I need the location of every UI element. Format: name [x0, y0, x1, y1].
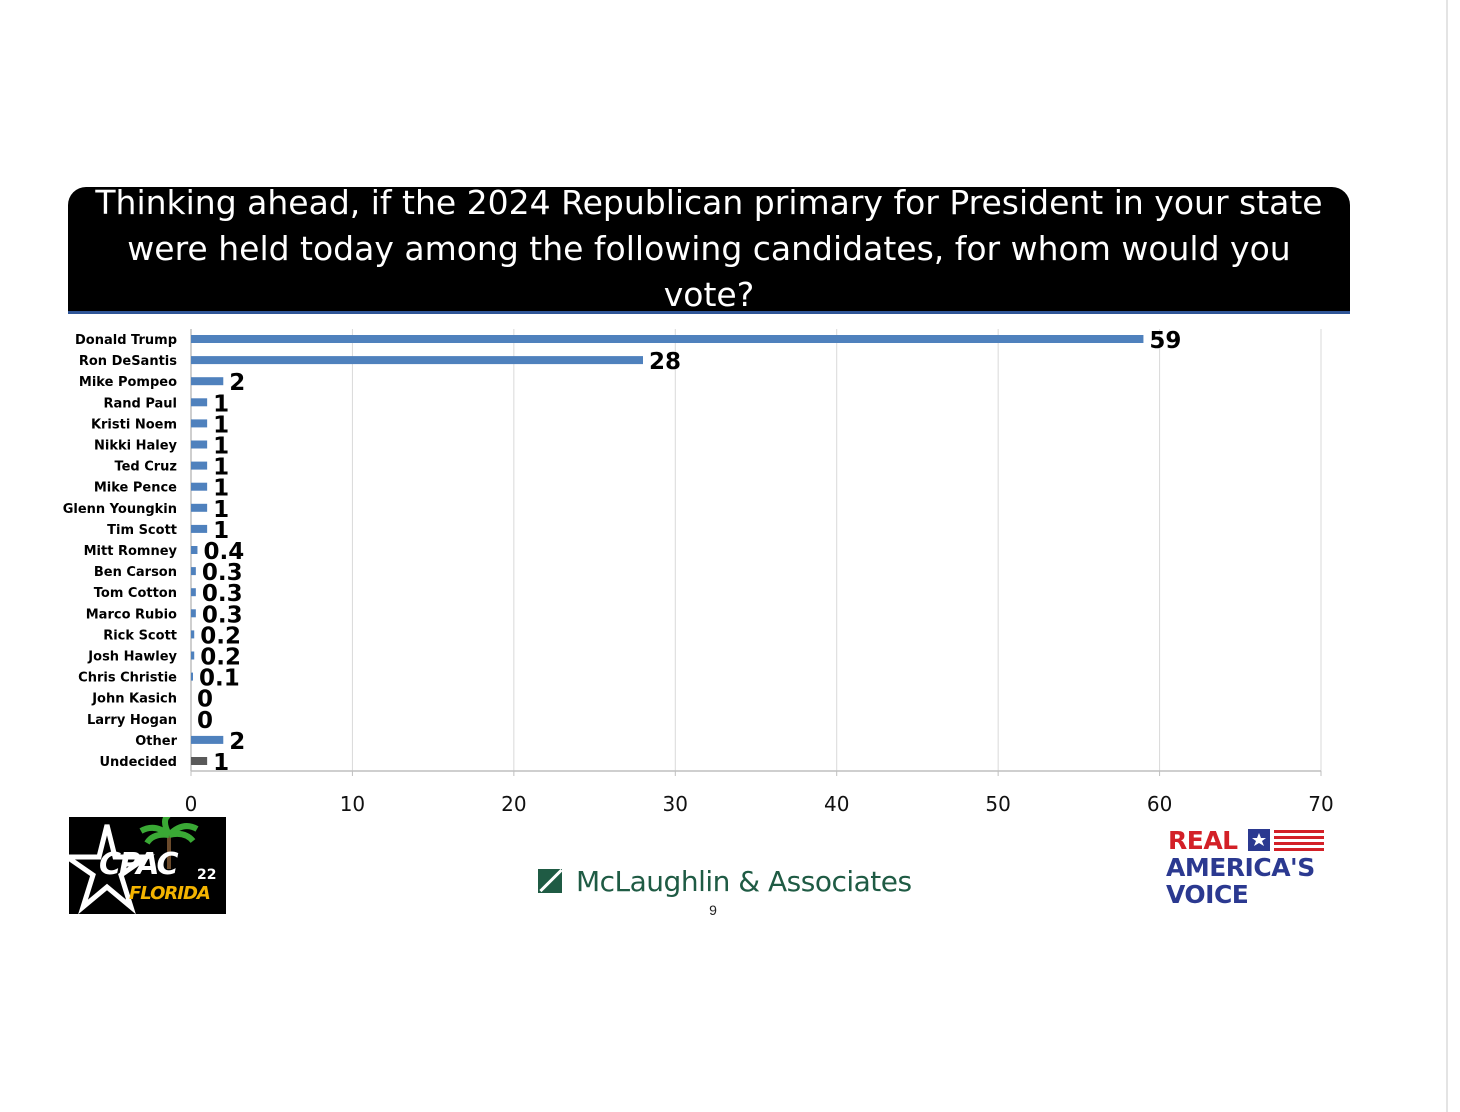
data-label: 0.2: [200, 623, 241, 649]
category-label: Nikki Haley: [94, 439, 178, 454]
category-label: Larry Hogan: [87, 713, 177, 728]
x-tick-label: 0: [185, 792, 198, 816]
x-tick-label: 70: [1308, 792, 1333, 816]
data-label: 59: [1149, 328, 1181, 354]
category-label: Ted Cruz: [114, 460, 177, 475]
data-label: 0: [197, 687, 213, 713]
bar: [191, 398, 208, 407]
bar: [191, 588, 196, 597]
data-label: 0.3: [202, 560, 243, 586]
bar: [191, 482, 208, 491]
sponsor-line-3: VOICE: [1166, 880, 1249, 909]
data-label: 1: [213, 412, 229, 438]
x-tick-label: 30: [663, 792, 688, 816]
category-label: Tom Cotton: [94, 586, 177, 601]
data-label: 0.4: [203, 539, 244, 565]
page-edge-divider: [1446, 0, 1448, 1112]
data-label: 0.3: [202, 602, 243, 628]
data-label: 0: [197, 708, 213, 734]
category-label: Josh Hawley: [87, 650, 177, 665]
flag-icon: [1248, 829, 1324, 851]
cpac-year: 22: [197, 867, 217, 883]
data-label: 0.2: [200, 645, 241, 671]
data-label: 0.1: [199, 666, 240, 692]
bar: [191, 672, 193, 681]
pollster-name: McLaughlin & Associates: [576, 864, 912, 898]
category-label: Rick Scott: [103, 628, 177, 643]
category-label: Mike Pence: [94, 481, 177, 496]
bar: [191, 335, 1144, 343]
data-label: 28: [649, 349, 681, 375]
data-label: 1: [213, 476, 229, 502]
bar: [191, 419, 208, 428]
sponsor-line-1: REAL: [1168, 826, 1238, 855]
category-label: Rand Paul: [103, 396, 177, 411]
data-label: 1: [213, 391, 229, 417]
category-label: Glenn Youngkin: [63, 502, 177, 517]
category-label: Chris Christie: [78, 671, 177, 686]
cpac-florida-logo: CPAC 22 FLORIDA: [69, 817, 226, 914]
x-tick-label: 50: [985, 792, 1010, 816]
data-label: 1: [213, 434, 229, 460]
cpac-wordmark: CPAC: [99, 847, 179, 882]
bars: [191, 335, 1144, 765]
category-labels: Donald Trump Ron DeSantis Mike Pompeo Rand …: [63, 333, 178, 770]
category-label: Undecided: [99, 755, 177, 770]
bar: [191, 377, 224, 386]
data-label: 1: [213, 497, 229, 523]
pollster-logo: McLaughlin & Associates: [538, 864, 912, 898]
bar: [191, 630, 195, 639]
category-label: Other: [135, 734, 177, 749]
bar: [191, 609, 196, 618]
category-label: Marco Rubio: [86, 607, 177, 622]
bar: [191, 546, 198, 554]
bar: [191, 651, 195, 660]
bar: [191, 461, 208, 470]
category-label: Mike Pompeo: [79, 375, 177, 390]
x-tick-label: 60: [1147, 792, 1172, 816]
category-label: John Kasich: [91, 692, 177, 707]
data-label: 1: [213, 750, 229, 776]
data-label: 1: [213, 518, 229, 544]
bar: [191, 356, 643, 365]
real-americas-voice-logo: REAL AMERICA'S VOICE: [1166, 826, 1336, 910]
page-number: 9: [709, 902, 717, 918]
bar: [191, 735, 224, 744]
bar: [191, 757, 208, 765]
category-label: Mitt Romney: [84, 544, 178, 559]
x-tick-label: 20: [501, 792, 526, 816]
data-label: 2: [229, 370, 245, 396]
category-label: Kristi Noem: [91, 417, 177, 432]
bar: [191, 440, 208, 449]
cpac-state: FLORIDA: [129, 883, 211, 904]
category-label: Tim Scott: [107, 523, 177, 538]
bar: [191, 567, 196, 576]
x-tick-label: 40: [824, 792, 849, 816]
category-label: Ron DeSantis: [79, 354, 177, 369]
bar: [191, 503, 208, 512]
category-label: Donald Trump: [75, 333, 177, 348]
question-banner: Thinking ahead, if the 2024 Republican p…: [68, 183, 1350, 314]
question-text: Thinking ahead, if the 2024 Republican p…: [95, 183, 1323, 314]
sponsor-line-2: AMERICA'S: [1166, 853, 1315, 882]
cpac-star-palm-icon: [69, 817, 199, 914]
category-label: Ben Carson: [94, 565, 177, 580]
data-label: 0.3: [202, 581, 243, 607]
bar: [191, 524, 208, 533]
pollster-mark-icon: [538, 869, 562, 893]
data-label: 1: [213, 455, 229, 481]
data-label: 2: [229, 729, 245, 755]
x-axis: 0 10 20 30 40 50 60 70: [185, 329, 1334, 816]
x-tick-label: 10: [340, 792, 365, 816]
grid-lines: [351, 329, 1322, 771]
